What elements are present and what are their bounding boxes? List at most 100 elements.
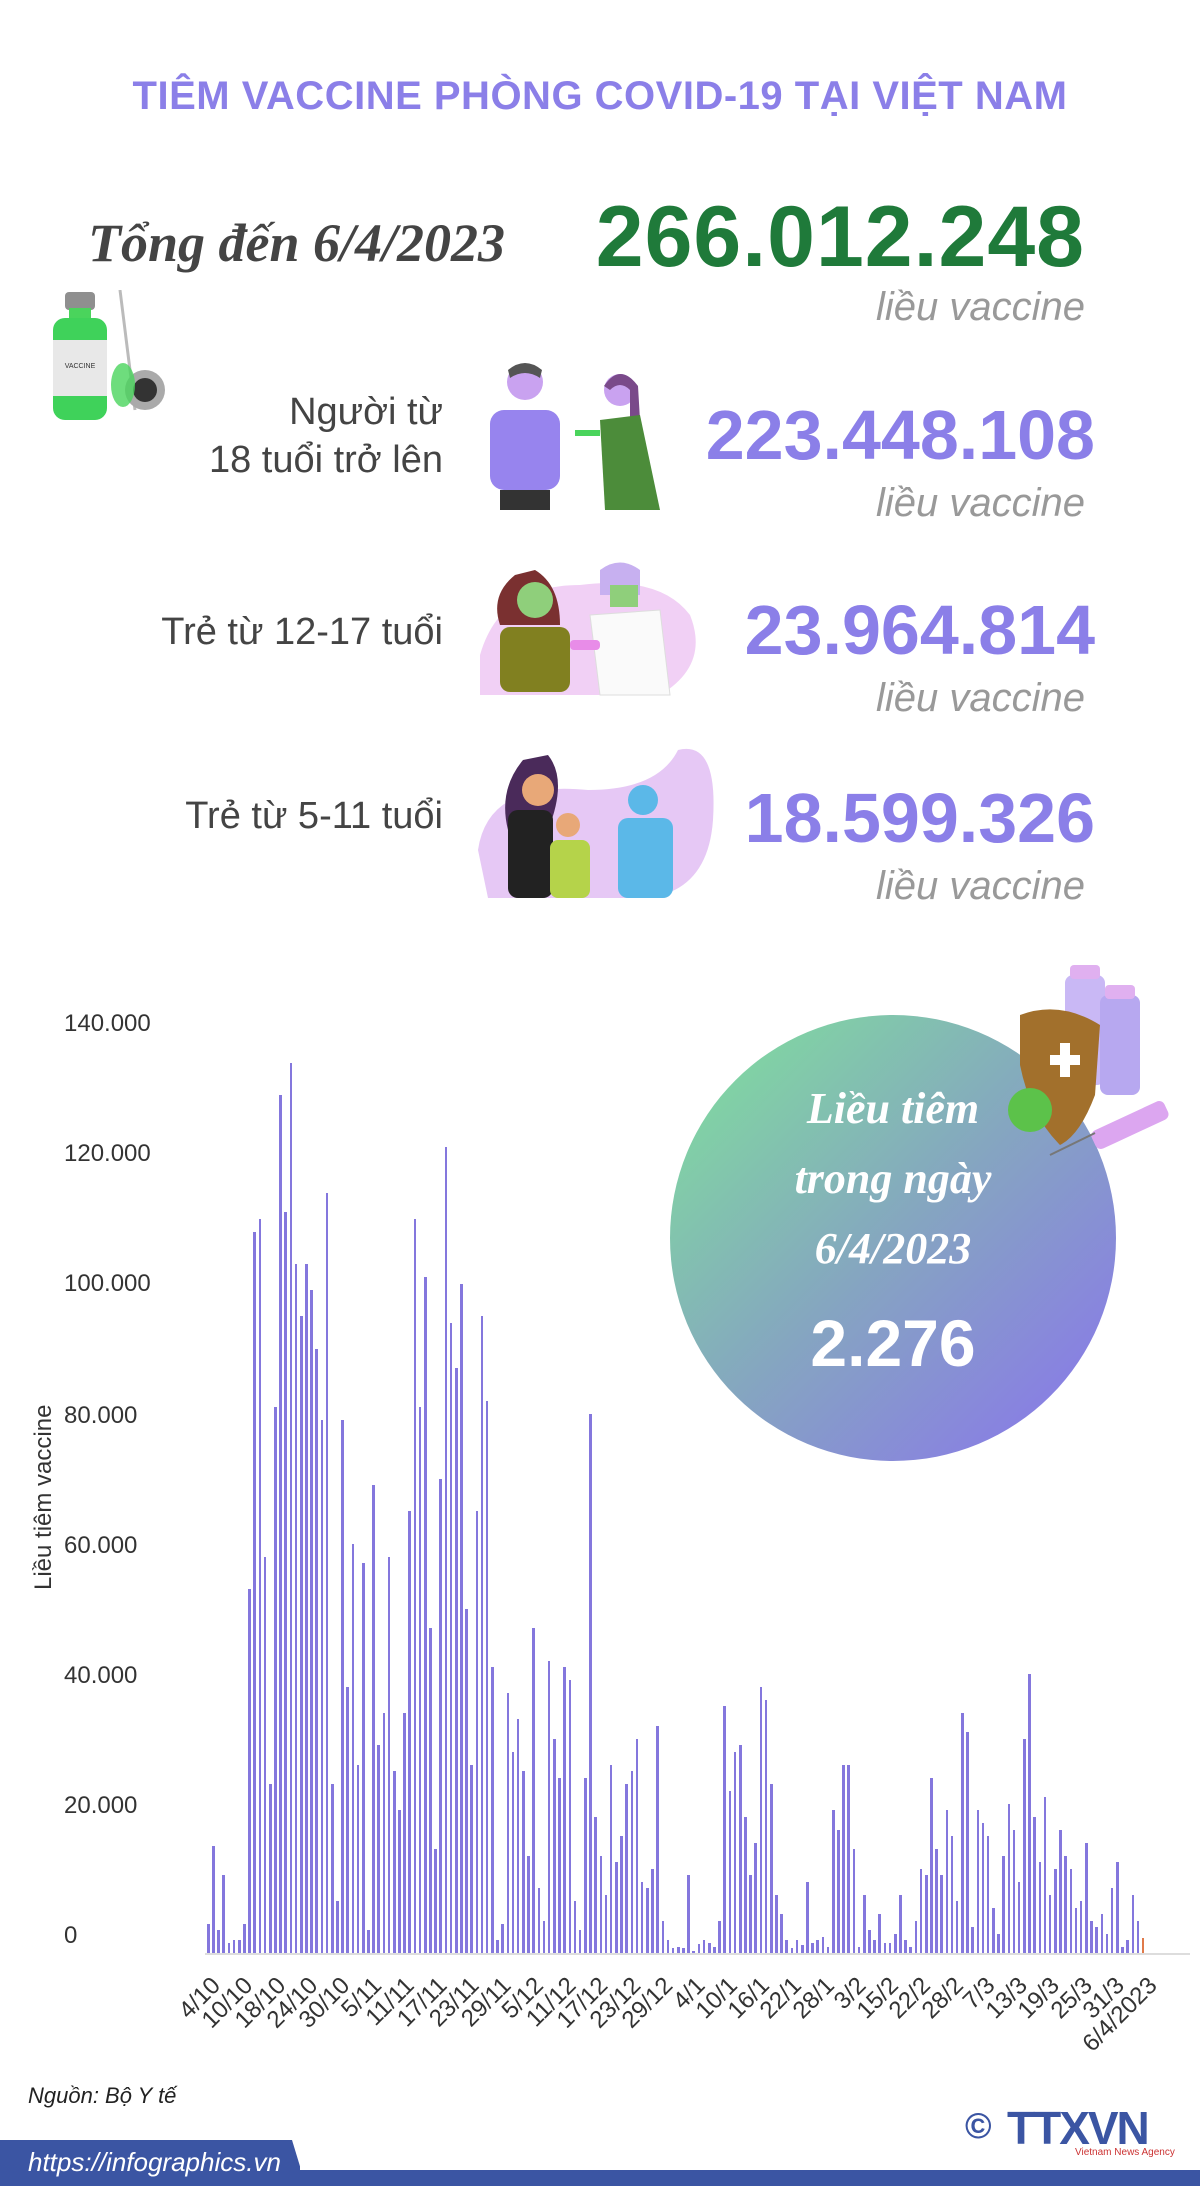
y-tick-140000: 140.000 (64, 1010, 151, 1037)
bar (418, 1407, 422, 1953)
bar (516, 1719, 520, 1953)
bar (924, 1875, 928, 1953)
bar (248, 1589, 251, 1953)
bar (671, 1947, 675, 1953)
bar (806, 1881, 809, 1953)
y-axis-label: Liều tiêm vaccine (30, 1404, 57, 1590)
bar (899, 1894, 902, 1953)
bar (702, 1940, 706, 1953)
bar (1023, 1738, 1026, 1953)
bar (573, 1901, 577, 1953)
bar (305, 1264, 308, 1953)
bar (382, 1712, 386, 1953)
daily-value: 2.276 (810, 1306, 976, 1380)
bar (728, 1790, 732, 1953)
row-label-teen: Trẻ từ 12-17 tuổi (161, 611, 443, 653)
bar (640, 1881, 644, 1953)
bar (945, 1810, 949, 1953)
bar (547, 1660, 551, 1953)
bar (697, 1943, 701, 1953)
bar (769, 1784, 773, 1953)
total-label: Tổng đến 6/4/2023 (88, 213, 506, 273)
bar (1100, 1914, 1104, 1953)
bar (857, 1946, 861, 1953)
bar (1002, 1855, 1005, 1953)
bar (356, 1764, 360, 1953)
bar (1069, 1868, 1073, 1953)
bar (764, 1699, 768, 1953)
teen-vaccination-illustration (480, 562, 696, 696)
bar (888, 1943, 892, 1953)
bar (268, 1784, 272, 1953)
bar (800, 1944, 804, 1953)
bar (408, 1511, 412, 1953)
bar (212, 1845, 215, 1953)
bar (950, 1836, 954, 1953)
bar (816, 1940, 820, 1953)
row-unit-child: liều vaccine (875, 864, 1085, 908)
bar (837, 1829, 840, 1953)
bar (506, 1693, 510, 1953)
bar (955, 1901, 959, 1953)
bar (713, 1946, 716, 1953)
bar (222, 1875, 226, 1953)
bar (615, 1862, 618, 1953)
bar (429, 1628, 432, 1953)
bar (325, 1192, 329, 1953)
bar (775, 1894, 778, 1953)
bar (392, 1771, 396, 1953)
bar (961, 1712, 964, 1953)
bar (692, 1951, 696, 1953)
syringe-icon (1049, 1101, 1169, 1156)
bar (1028, 1673, 1031, 1953)
bar (336, 1901, 339, 1953)
bar (1048, 1894, 1052, 1953)
bar (367, 1930, 370, 1953)
bar (330, 1784, 334, 1953)
bar (470, 1764, 473, 1953)
bar (1043, 1797, 1047, 1953)
bar (609, 1764, 613, 1953)
bar (351, 1543, 355, 1953)
bar (785, 1940, 789, 1953)
bar (310, 1290, 313, 1953)
daily-line1: Liều tiêm (806, 1084, 980, 1133)
bar (491, 1667, 494, 1953)
bar (666, 1940, 670, 1953)
bar (274, 1407, 277, 1953)
bar (997, 1933, 1000, 1953)
bar (599, 1855, 603, 1953)
bar (387, 1556, 391, 1953)
bar (1033, 1816, 1036, 1953)
row-label-adult-line1: Người từ (289, 391, 443, 433)
total-value: 266.012.248 (595, 189, 1085, 285)
bar (930, 1777, 933, 1953)
bar (1116, 1862, 1119, 1953)
footer-url-link[interactable]: https://infographics.vn (28, 2147, 281, 2177)
bar (372, 1485, 375, 1953)
bar (227, 1943, 231, 1953)
bar (460, 1283, 463, 1953)
bar (501, 1923, 504, 1953)
bar (914, 1920, 918, 1953)
bar (377, 1745, 381, 1953)
row-unit-adult: liều vaccine (875, 481, 1085, 525)
bar (620, 1836, 623, 1953)
bar (320, 1420, 324, 1953)
bar (558, 1777, 561, 1953)
daily-line2: trong ngày (794, 1154, 992, 1203)
bar (361, 1563, 365, 1953)
bar (940, 1875, 943, 1953)
vaccine-shield-illustration (1008, 965, 1169, 1156)
bar (976, 1810, 980, 1953)
bar (919, 1868, 923, 1953)
bar (1090, 1920, 1093, 1953)
bar (1141, 1938, 1145, 1953)
bar (682, 1947, 685, 1953)
bar (589, 1413, 592, 1953)
bar (434, 1849, 437, 1953)
total-unit: liều vaccine (875, 285, 1085, 329)
bar (625, 1784, 628, 1953)
bar (237, 1940, 241, 1953)
bar (568, 1680, 572, 1953)
